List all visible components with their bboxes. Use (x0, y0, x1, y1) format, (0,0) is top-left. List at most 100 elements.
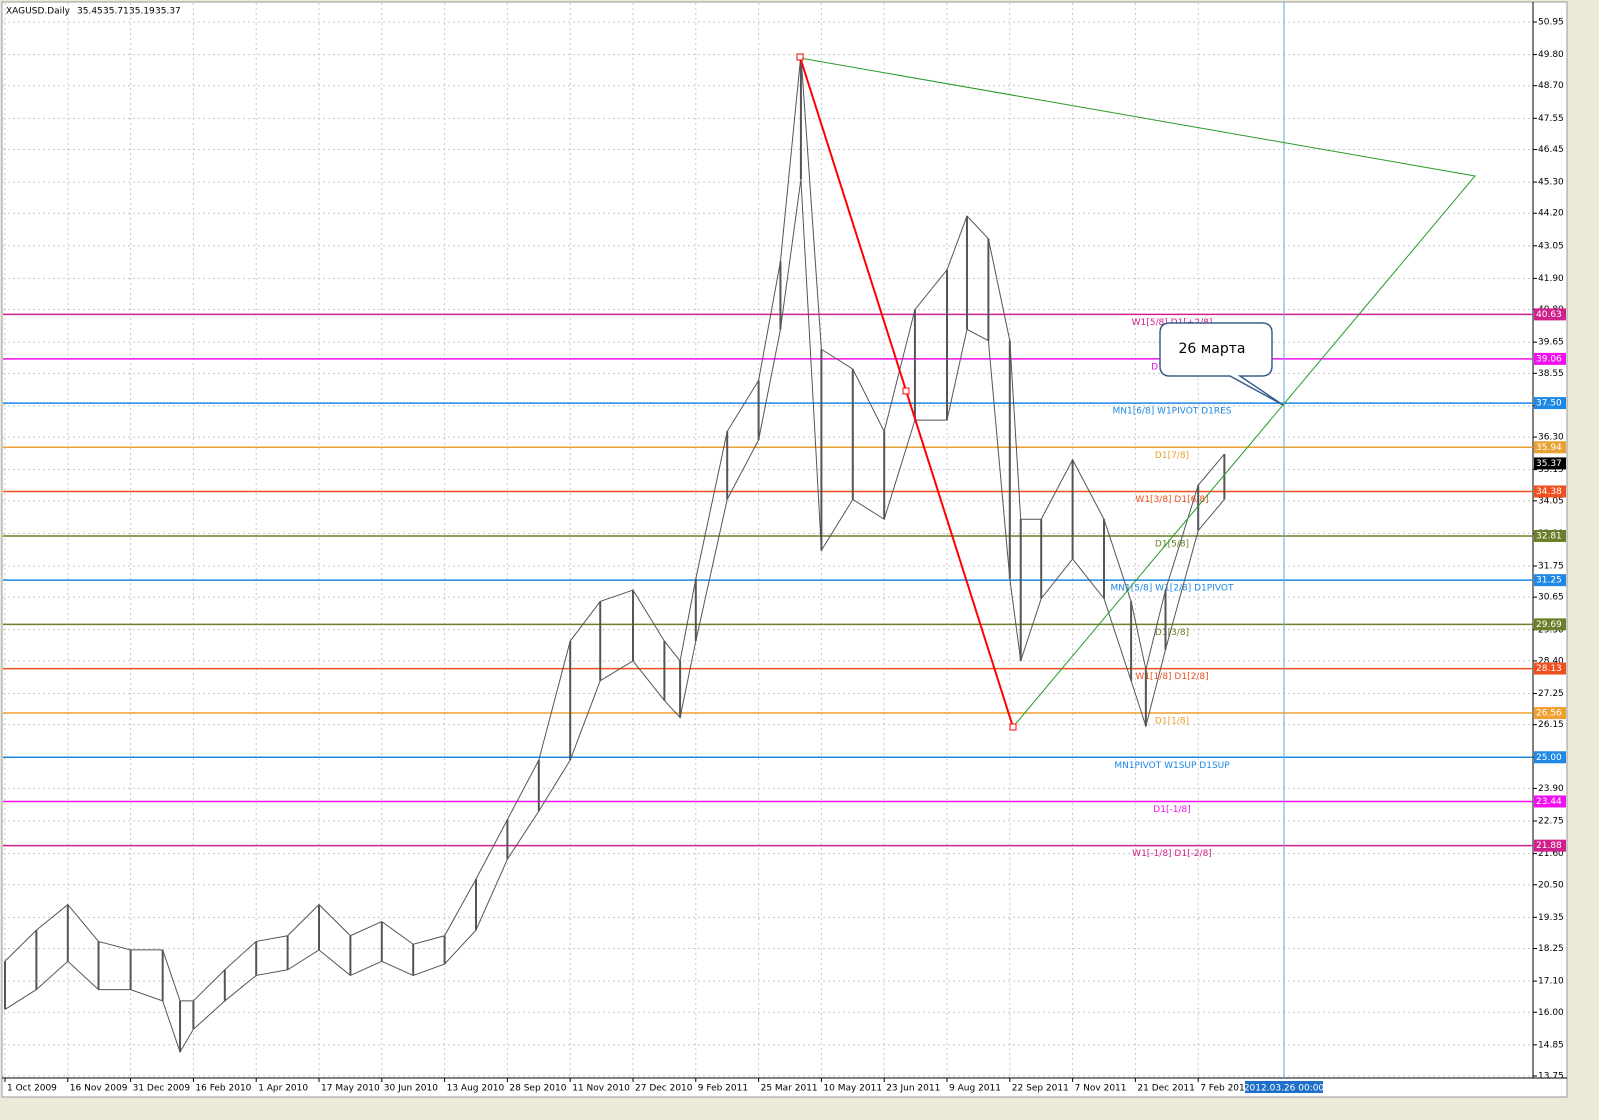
y-tick-label: 13.75 (1538, 1072, 1564, 1082)
price-box-label: 40.63 (1536, 310, 1562, 320)
y-tick-label: 20.50 (1538, 880, 1564, 890)
price-box-label: 25.00 (1536, 753, 1562, 763)
price-box (1534, 751, 1566, 764)
x-tick-label: 13 Aug 2010 (447, 1084, 505, 1094)
y-tick-label: 49.80 (1538, 50, 1564, 60)
price-box (1534, 618, 1566, 631)
y-tick-label: 27.25 (1538, 689, 1564, 699)
level-label: MN1PIVOT W1SUP D1SUP (1114, 761, 1230, 771)
y-tick-label: 28.40 (1538, 656, 1564, 666)
x-tick-label: 31 Dec 2009 (133, 1084, 191, 1094)
price-box-label: 39.06 (1536, 354, 1562, 364)
symbol: XAGUSD.Daily (6, 7, 71, 17)
level-label: D1[-1/8] (1153, 805, 1190, 815)
level-label: D1[3/8] (1155, 628, 1189, 638)
level-label: W1[3/8] D1[6/8] (1135, 495, 1208, 505)
drawings: 26 марта (796, 2, 1476, 1078)
y-tick-label: 43.05 (1538, 241, 1564, 251)
header: XAGUSD.Daily 35.45 35.71 35.19 35.37 (6, 7, 181, 17)
y-tick-label: 36.30 (1538, 433, 1564, 443)
anchor-point (1009, 723, 1017, 731)
triangle-line (799, 57, 1476, 728)
x-tick-label: 17 May 2010 (321, 1084, 380, 1094)
price-bars (4, 54, 1226, 1054)
price-box (1534, 397, 1566, 410)
x-tick-label: 10 May 2011 (823, 1084, 882, 1094)
close: 35.37 (155, 7, 181, 17)
y-tick-label: 35.15 (1538, 465, 1564, 475)
y-tick-label: 22.75 (1538, 817, 1564, 827)
price-box (1534, 839, 1566, 852)
y-tick-label: 34.05 (1538, 496, 1564, 506)
x-tick-label: 25 Mar 2011 (761, 1084, 818, 1094)
low-line (4, 179, 1225, 1054)
y-tick-label: 18.25 (1538, 944, 1564, 954)
y-tick-label: 44.20 (1538, 209, 1564, 219)
y-tick-label: 17.10 (1538, 977, 1564, 987)
x-tick-label: 28 Sep 2010 (509, 1084, 566, 1094)
y-tick-label: 16.00 (1538, 1008, 1564, 1018)
y-tick-label: 50.95 (1538, 17, 1564, 27)
x-tick-label: 1 Oct 2009 (7, 1084, 57, 1094)
x-tick-label: 9 Feb 2011 (698, 1084, 748, 1094)
anchor-point (796, 53, 804, 61)
price-box-label: 32.81 (1536, 531, 1562, 541)
price-box-label: 21.88 (1536, 841, 1562, 851)
price-box (1534, 662, 1566, 675)
x-tick-label: 27 Dec 2010 (635, 1084, 693, 1094)
callout-text: 26 марта (1178, 341, 1245, 357)
price-box-label: 34.38 (1536, 487, 1562, 497)
x-tick-label: 22 Sep 2011 (1012, 1084, 1069, 1094)
price-box-label: 35.94 (1536, 443, 1562, 453)
y-tick-label: 31.75 (1538, 562, 1564, 572)
callout (1159, 322, 1284, 406)
x-tick-label: 16 Nov 2009 (70, 1084, 128, 1094)
y-tick-label: 38.55 (1538, 369, 1564, 379)
x-tick-label: 1 Apr 2010 (258, 1084, 308, 1094)
price-box-label: 26.56 (1536, 709, 1562, 719)
price-box (1534, 308, 1566, 321)
price-box (1534, 352, 1566, 365)
y-tick-label: 21.60 (1538, 849, 1564, 859)
x-tick-label: 9 Aug 2011 (949, 1084, 1001, 1094)
levels: W1[5/8] D1[+2/8]40.63D1[+1/8]39.06MN1[6/… (3, 308, 1566, 859)
y-tick-label: 19.35 (1538, 913, 1564, 923)
level-label: D1[5/8] (1155, 539, 1189, 549)
level-label: MN1[5/8] W1[2/8] D1PIVOT (1111, 584, 1234, 594)
current-price-box (1534, 457, 1566, 470)
level-label: MN1[6/8] W1PIVOT D1RES (1112, 407, 1231, 417)
chart-window (1, 1, 1568, 1098)
y-tick-label: 45.30 (1538, 178, 1564, 188)
high-line (4, 54, 1225, 1002)
open: 35.45 (77, 7, 103, 17)
price-box (1534, 485, 1566, 498)
y-tick-label: 41.90 (1538, 274, 1564, 284)
y-tick-label: 14.85 (1538, 1040, 1564, 1050)
price-box-label: 28.13 (1536, 664, 1562, 674)
low: 35.19 (129, 7, 155, 17)
y-tick-label: 30.65 (1538, 593, 1564, 603)
y-tick-label: 26.15 (1538, 720, 1564, 730)
level-label: D1[7/8] (1155, 451, 1189, 461)
y-tick-label: 39.65 (1538, 338, 1564, 348)
current-price: 35.37 (1536, 459, 1562, 469)
x-tick-label: 30 Jun 2010 (384, 1084, 438, 1094)
anchor-point (902, 387, 910, 395)
cursor-label-box (1245, 1081, 1323, 1093)
y-tick-label: 46.45 (1538, 145, 1564, 155)
y-tick-label: 47.55 (1538, 114, 1564, 124)
price-box (1534, 707, 1566, 720)
x-tick-label: 16 Feb 2010 (195, 1084, 251, 1094)
high: 35.71 (103, 7, 129, 17)
price-box (1534, 574, 1566, 587)
price-box (1534, 795, 1566, 808)
level-label: D1[1/8] (1155, 717, 1189, 727)
x-tick-label: 7 Nov 2011 (1075, 1084, 1127, 1094)
y-tick-label: 23.90 (1538, 784, 1564, 794)
price-box-label: 31.25 (1536, 576, 1562, 586)
x-tick-label: 7 Feb 2012 (1200, 1084, 1250, 1094)
price-box (1534, 529, 1566, 542)
x-tick-label: 23 Jun 2011 (886, 1084, 940, 1094)
